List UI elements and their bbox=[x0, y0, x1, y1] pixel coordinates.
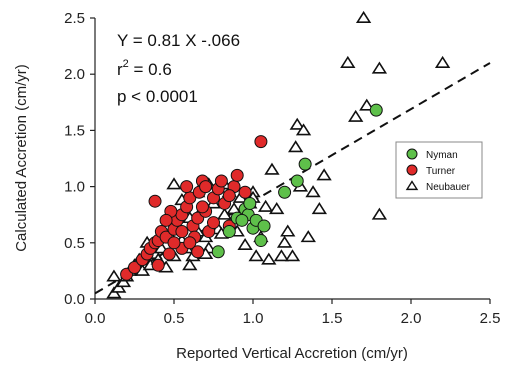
y-tick-label: 2.0 bbox=[64, 66, 85, 83]
data-point-circle bbox=[175, 225, 189, 239]
legend-label-neubauer: Neubauer bbox=[426, 182, 471, 193]
data-point-triangle bbox=[434, 55, 451, 68]
x-axis-title: Reported Vertical Accretion (cm/yr) bbox=[176, 345, 408, 362]
x-tick-label: 1.0 bbox=[243, 310, 264, 327]
data-point-triangle bbox=[288, 140, 304, 153]
series-turner bbox=[120, 135, 268, 281]
data-point-circle bbox=[167, 236, 181, 250]
data-point-triangle bbox=[340, 55, 356, 68]
data-point-triangle bbox=[257, 199, 274, 212]
data-points bbox=[106, 10, 451, 299]
x-tick-label: 2.0 bbox=[401, 310, 422, 327]
data-point-circle bbox=[159, 213, 173, 227]
data-point-triangle bbox=[305, 185, 321, 198]
x-tick-label: 2.5 bbox=[480, 310, 501, 327]
data-point-triangle bbox=[264, 162, 280, 175]
data-point-triangle bbox=[300, 230, 316, 243]
x-tick-label: 0.5 bbox=[164, 310, 185, 327]
r-squared-superscript: 2 bbox=[123, 58, 129, 70]
data-point-circle bbox=[183, 236, 197, 250]
data-point-triangle bbox=[289, 117, 305, 130]
data-point-circle bbox=[278, 185, 292, 199]
data-point-circle bbox=[222, 225, 236, 239]
data-point-circle bbox=[128, 261, 141, 275]
y-axis-title: Calculated Accretion (cm/yr) bbox=[13, 64, 30, 252]
data-point-circle bbox=[180, 180, 194, 194]
data-point-triangle bbox=[284, 249, 301, 262]
data-point-triangle bbox=[276, 235, 293, 248]
data-point-circle bbox=[230, 168, 244, 182]
data-point-triangle bbox=[269, 202, 285, 215]
data-point-triangle bbox=[359, 98, 375, 111]
legend: Nyman Turner Neubauer bbox=[395, 141, 483, 199]
data-point-triangle bbox=[106, 269, 122, 282]
data-point-circle bbox=[162, 247, 176, 261]
legend-marker-circle bbox=[406, 148, 418, 160]
r-squared-value: = 0.6 bbox=[129, 60, 172, 79]
p-value: p < 0.0001 bbox=[117, 87, 198, 106]
legend-items: Nyman Turner Neubauer bbox=[405, 148, 471, 193]
data-point-triangle bbox=[355, 10, 372, 23]
data-point-triangle bbox=[261, 252, 277, 265]
data-point-triangle bbox=[371, 207, 388, 220]
legend-marker-circle bbox=[406, 164, 418, 176]
r-squared: r2 = 0.6 bbox=[117, 58, 172, 79]
data-point-circle bbox=[243, 196, 257, 210]
data-point-circle bbox=[369, 103, 383, 117]
data-point-triangle bbox=[348, 109, 364, 122]
data-point-triangle bbox=[280, 224, 296, 237]
data-point-circle bbox=[195, 200, 209, 214]
data-point-circle bbox=[254, 234, 268, 248]
data-point-circle bbox=[191, 245, 205, 259]
data-point-triangle bbox=[237, 237, 253, 251]
y-tick-label: 2.5 bbox=[64, 10, 85, 27]
data-point-circle bbox=[199, 180, 213, 194]
legend-label-turner: Turner bbox=[426, 166, 456, 177]
y-tick-label: 1.5 bbox=[64, 122, 85, 139]
y-tick-label: 0.5 bbox=[64, 235, 85, 252]
data-point-triangle bbox=[182, 258, 198, 271]
data-point-triangle bbox=[316, 168, 332, 181]
data-point-circle bbox=[298, 157, 312, 171]
data-point-triangle bbox=[311, 202, 328, 215]
legend-marker-triangle bbox=[405, 180, 419, 191]
data-point-circle bbox=[290, 174, 304, 188]
stats-annotation: Y = 0.81 X -.066 r2 = 0.6 p < 0.0001 bbox=[117, 31, 240, 106]
data-point-triangle bbox=[295, 123, 312, 136]
y-ticks: 0.0 0.5 1.0 1.5 2.0 2.5 bbox=[64, 10, 95, 308]
data-point-circle bbox=[222, 189, 236, 203]
data-point-triangle bbox=[273, 249, 290, 262]
x-tick-label: 0.0 bbox=[85, 310, 106, 327]
data-point-triangle bbox=[248, 249, 264, 262]
data-point-triangle bbox=[166, 177, 182, 190]
data-point-circle bbox=[148, 194, 162, 208]
axes: 0.0 0.5 1.0 1.5 2.0 2.5 0.0 0.5 1.0 1.5 2.0 2.5 bbox=[64, 10, 500, 327]
y-tick-label: 0.0 bbox=[64, 291, 85, 308]
data-point-circle bbox=[254, 135, 268, 149]
y-tick-label: 1.0 bbox=[64, 179, 85, 196]
data-point-circle bbox=[235, 213, 249, 227]
r-squared-symbol: r bbox=[117, 60, 123, 79]
data-point-circle bbox=[151, 258, 165, 272]
data-point-triangle bbox=[371, 61, 388, 74]
data-point-circle bbox=[257, 219, 271, 233]
legend-label-nyman: Nyman bbox=[426, 150, 458, 161]
x-tick-label: 1.5 bbox=[322, 310, 343, 327]
data-point-circle bbox=[238, 185, 252, 199]
data-point-circle bbox=[214, 174, 228, 188]
regression-equation: Y = 0.81 X -.066 bbox=[117, 31, 240, 50]
data-point-circle bbox=[207, 216, 220, 230]
data-point-circle bbox=[211, 245, 225, 259]
series-nyman bbox=[211, 103, 383, 259]
x-ticks: 0.0 0.5 1.0 1.5 2.0 2.5 bbox=[85, 299, 501, 327]
